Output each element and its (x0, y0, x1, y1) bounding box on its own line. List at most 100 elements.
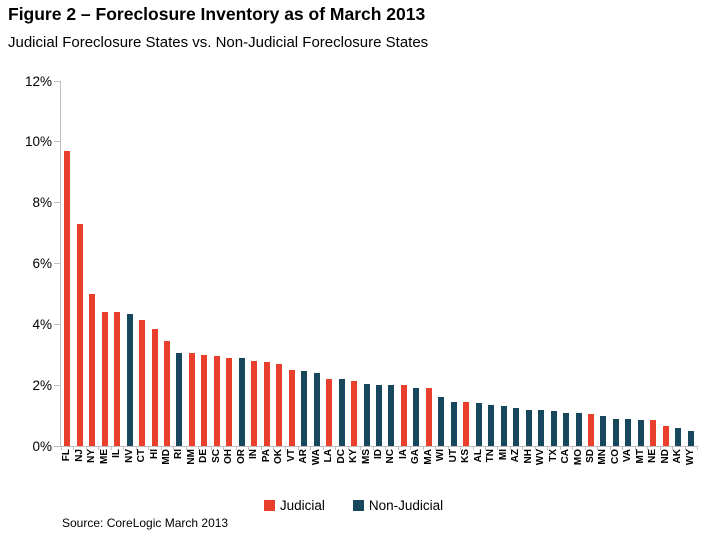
bar-RI (176, 353, 183, 446)
x-label-FL: FL (61, 449, 73, 462)
x-axis-tick (659, 446, 661, 450)
y-tick-label-2: 2% (32, 377, 52, 393)
x-axis-tick (310, 446, 312, 450)
bar-WI (438, 397, 445, 446)
x-axis-tick (485, 446, 486, 450)
x-axis-tick (198, 446, 200, 450)
x-axis-tick (273, 446, 274, 450)
bar-WY (687, 430, 694, 446)
bar-CO (612, 418, 619, 446)
x-label-OK: OK (273, 449, 285, 464)
y-tick-label-12: 12% (24, 73, 52, 89)
x-axis-tick (260, 446, 262, 450)
bar-PA (263, 362, 270, 446)
x-label-MA: MA (422, 449, 434, 465)
x-label-LA: LA (323, 449, 335, 463)
x-axis-tick (547, 446, 549, 450)
x-axis-tick (634, 446, 636, 450)
y-tick-label-10: 10% (24, 134, 52, 150)
x-axis-tick (110, 446, 112, 450)
x-label-OR: OR (235, 449, 247, 464)
bar-FL (64, 150, 71, 446)
x-label-AZ: AZ (510, 449, 522, 463)
y-axis-tick (54, 202, 60, 204)
x-label-NJ: NJ (73, 449, 85, 462)
bar-TX (550, 411, 557, 446)
x-axis-tick (347, 446, 349, 450)
x-label-SC: SC (210, 449, 222, 463)
x-label-ND: ND (659, 449, 671, 464)
bar-MA (425, 388, 432, 446)
x-label-CT: CT (136, 449, 148, 463)
x-axis-tick (609, 446, 611, 450)
bar-WV (538, 409, 545, 446)
y-tick-label-0: 0% (32, 438, 52, 454)
x-label-NY: NY (86, 449, 98, 463)
x-label-WI: WI (435, 449, 447, 462)
x-axis-tick (385, 446, 387, 450)
x-axis-tick (522, 446, 524, 450)
y-tick-label-4: 4% (32, 316, 52, 332)
bar-NM (188, 353, 195, 446)
y-tick-label-6: 6% (32, 256, 52, 271)
bar-MN (600, 415, 607, 446)
x-axis-tick (297, 446, 299, 450)
bar-AL (475, 403, 482, 446)
figure-subtitle: Judicial Foreclosure States vs. Non-Judi… (8, 34, 429, 51)
bar-ID (376, 385, 382, 446)
y-axis-tick (54, 263, 60, 264)
x-label-TN: TN (485, 449, 497, 463)
x-axis-tick (684, 446, 686, 450)
x-axis-tick (123, 446, 125, 450)
x-axis-tick (497, 446, 499, 450)
x-label-TX: TX (547, 449, 559, 462)
x-axis-tick (435, 446, 437, 450)
x-axis-tick (559, 446, 561, 450)
x-axis-tick (248, 446, 250, 450)
x-label-PA: PA (260, 449, 272, 463)
legend-item-non-judicial: Non-Judicial (352, 498, 443, 513)
bar-LA (326, 379, 333, 446)
x-axis-tick (509, 446, 511, 450)
bar-DE (201, 354, 208, 446)
x-axis-tick (85, 446, 87, 450)
x-label-VA: VA (622, 449, 634, 463)
x-label-AL: AL (472, 449, 484, 463)
bar-MI (500, 406, 507, 446)
bar-MT (637, 420, 644, 446)
x-axis-tick (597, 446, 599, 450)
x-axis-tick (584, 446, 586, 450)
x-axis-tick (135, 446, 137, 450)
x-label-MT: MT (634, 449, 646, 464)
x-axis-tick (148, 446, 150, 450)
bar-SD (588, 414, 594, 446)
x-axis-tick (285, 446, 287, 450)
bar-IL (114, 312, 121, 446)
bar-ND (662, 426, 669, 446)
x-label-KS: KS (460, 449, 472, 463)
bar-IA (400, 385, 407, 446)
bar-NJ (76, 223, 83, 446)
x-label-IN: IN (248, 449, 260, 459)
x-axis-tick (372, 446, 374, 450)
x-label-DC: DC (335, 449, 347, 464)
y-tick-label-8: 8% (32, 195, 52, 211)
bar-OR (238, 357, 245, 446)
bar-GA (413, 388, 420, 446)
x-label-MO: MO (572, 449, 584, 466)
bar-NY (89, 293, 96, 446)
x-label-CO: CO (609, 449, 621, 464)
x-axis-tick (472, 446, 474, 450)
bar-HI (151, 328, 158, 446)
x-label-UT: UT (447, 449, 459, 463)
x-axis-tick (697, 446, 698, 450)
source-note: Source: CoreLogic March 2013 (62, 516, 229, 530)
bar-AR (301, 371, 308, 446)
bar-KY (351, 380, 358, 446)
x-label-WA: WA (310, 449, 322, 466)
x-label-ME: ME (98, 449, 110, 464)
x-axis-tick (672, 446, 674, 450)
bar-AK (675, 427, 682, 446)
x-label-NC: NC (385, 449, 397, 464)
figure-title: Figure 2 – Foreclosure Inventory as of M… (8, 4, 426, 24)
